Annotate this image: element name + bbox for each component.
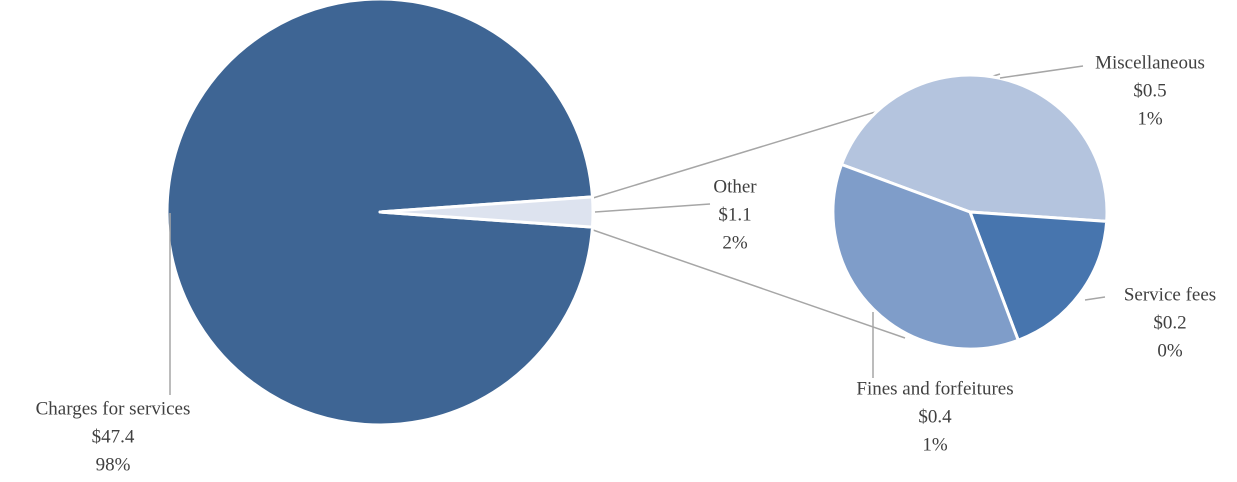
value-label: $0.4: [918, 406, 952, 427]
share-label: 2%: [722, 232, 748, 253]
share-label: 1%: [1137, 108, 1163, 129]
value-label: $0.5: [1133, 80, 1166, 101]
value-label: $47.4: [92, 426, 135, 447]
connector-line: [592, 229, 906, 339]
slice-label: Service fees: [1124, 284, 1216, 305]
share-label: 1%: [922, 434, 948, 455]
slice-label: Fines and forfeitures: [856, 378, 1013, 399]
pie-slice: [378, 195, 595, 229]
leader-line: [1084, 296, 1106, 301]
share-label: 98%: [96, 454, 131, 475]
slice-label: Charges for services: [36, 398, 191, 419]
slice-label: Miscellaneous: [1095, 52, 1205, 73]
leader-line: [999, 65, 1084, 79]
pie-slice: [831, 162, 1020, 351]
leader-line: [594, 203, 711, 213]
pie-slice: [968, 210, 1109, 342]
share-label: 0%: [1157, 340, 1183, 361]
slice-label: Other: [713, 176, 757, 197]
value-label: $0.2: [1153, 312, 1186, 333]
pie-slice: [840, 73, 1109, 223]
value-label: $1.1: [718, 204, 751, 225]
